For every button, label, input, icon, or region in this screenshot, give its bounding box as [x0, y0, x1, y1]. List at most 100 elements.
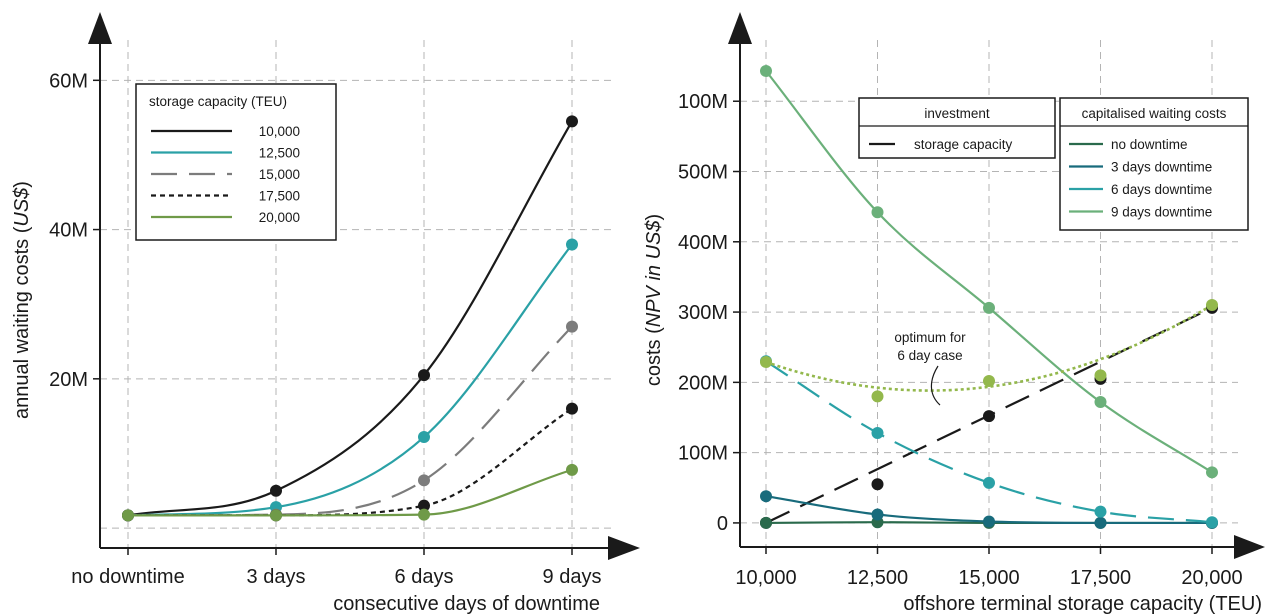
data-point-3-days-downtime-2 [983, 515, 995, 528]
legend-label-9-days-downtime: 9 days downtime [1111, 205, 1212, 220]
data-point-17-500-3 [566, 402, 578, 415]
series-line-17-500 [127, 407, 573, 517]
optimum-annotation-arrow [930, 365, 941, 406]
series-line-15-000 [127, 325, 573, 517]
investment-legend-title: investment [924, 106, 990, 121]
right-x-tick-label: 20,000 [1181, 567, 1242, 589]
legend-label-10-000: 10,000 [259, 124, 300, 139]
left-x-axis-label: consecutive days of downtime [333, 593, 600, 615]
right-y-tick-label: 500M [678, 162, 728, 184]
data-point-total-6-days-1 [871, 390, 884, 403]
series-line-10-000 [127, 120, 573, 517]
investment-legend-box [858, 97, 1056, 159]
data-point-12-500-2 [418, 431, 430, 444]
left-y-tick-label: 40M [49, 220, 88, 242]
data-point-storage-capacity-2 [983, 410, 995, 423]
left-legend: storage capacity (TEU) 10,000 12,500 15,00… [135, 83, 337, 241]
right-x-tick-label: 10,000 [735, 567, 796, 589]
right-y-axis-label: costs (NPV in US$) [643, 214, 665, 386]
data-point-9-days-downtime-0 [760, 65, 772, 78]
data-point-9-days-downtime-3 [1094, 396, 1107, 409]
right-x-axis-arrow [1234, 535, 1265, 559]
right-y-tick-label: 300M [678, 302, 728, 324]
left-y-tick-label: 60M [49, 70, 88, 92]
right-y-tick-label: 400M [678, 232, 728, 254]
legend-label-15-000: 15,000 [259, 167, 300, 182]
waiting-legend-title: capitalised waiting costs [1082, 106, 1227, 121]
waiting-legend-items: no downtime 3 days downtime 6 days downtim… [1069, 137, 1212, 220]
left-x-ticks: no downtime 3 days 6 days 9 days [71, 548, 601, 588]
left-series [122, 115, 578, 522]
left-y-axis-arrow [88, 12, 112, 44]
right-x-ticks: 10,000 12,500 15,000 17,500 20,000 [735, 547, 1243, 589]
legend-label-storage-capacity: storage capacity [914, 137, 1013, 152]
right-legend-waiting: capitalised waiting costs no downtime 3 d… [1059, 97, 1249, 231]
series-line-6-days-downtime [765, 360, 1213, 524]
left-x-axis-arrow [608, 536, 640, 560]
data-point-12-500-3 [566, 238, 578, 251]
right-x-axis-label: offshore terminal storage capacity (TEU) [903, 593, 1262, 615]
data-point-6-days-downtime-1 [871, 426, 884, 439]
legend-label-20-000: 20,000 [259, 210, 300, 225]
waiting-legend-box [1059, 97, 1249, 231]
legend-label-no-downtime: no downtime [1111, 137, 1188, 152]
legend-label-3-days-downtime: 3 days downtime [1111, 160, 1212, 175]
left-y-ticks: 20M 40M 60M [49, 70, 100, 391]
data-point-17-500-2 [418, 499, 430, 512]
right-y-tick-label: 0 [717, 513, 728, 535]
optimum-annotation-line-2: 6 day case [897, 348, 962, 363]
left-x-tick-label: no downtime [71, 566, 184, 588]
data-point-3-days-downtime-3 [1094, 516, 1107, 529]
legend-label-17-500: 17,500 [259, 189, 300, 204]
left-y-tick-label: 20M [49, 369, 88, 391]
legend-label-12-500: 12,500 [259, 146, 300, 161]
data-point-total-6-days-0 [760, 355, 772, 368]
series-line-20-000 [127, 468, 573, 517]
right-chart: 0 100M 200M 300M 400M 500M 100M 10,000 12,500 15… [643, 12, 1265, 615]
data-point-15-000-3 [566, 320, 578, 333]
data-point-6-days-downtime-2 [983, 476, 995, 489]
data-point-20-000-1 [270, 509, 282, 522]
data-point-6-days-downtime-3 [1094, 505, 1107, 518]
data-point-9-days-downtime-2 [983, 301, 995, 314]
left-legend-title: storage capacity (TEU) [149, 94, 287, 109]
data-point-3-days-downtime-0 [760, 490, 772, 503]
investment-legend-items: storage capacity [869, 137, 1013, 152]
legend-label-6-days-downtime: 6 days downtime [1111, 182, 1212, 197]
data-point-9-days-downtime-1 [871, 206, 884, 219]
right-x-tick-label: 17,500 [1070, 567, 1131, 589]
left-legend-box [135, 83, 337, 241]
right-y-axis-arrow [728, 12, 752, 44]
left-y-axis-label: annual waiting costs (US$) [11, 181, 33, 419]
right-x-tick-label: 15,000 [958, 567, 1019, 589]
data-point-20-000-3 [566, 463, 578, 476]
right-legend-investment: investment storage capacity [858, 97, 1056, 159]
right-y-tick-label: 200M [678, 372, 728, 394]
left-x-tick-label: 3 days [247, 566, 306, 588]
series-line-total-6-days [765, 303, 1213, 392]
optimum-annotation-text: optimum for 6 day case [894, 330, 966, 363]
left-legend-items: 10,000 12,500 15,000 17,500 20,000 [151, 124, 300, 225]
right-series [760, 65, 1218, 529]
data-point-10-000-2 [418, 369, 430, 382]
optimum-annotation-line-1: optimum for [894, 330, 966, 345]
left-x-tick-label: 6 days [395, 566, 454, 588]
data-point-total-6-days-2 [983, 374, 995, 387]
left-x-tick-label: 9 days [543, 566, 602, 588]
right-y-tick-label: 100M [678, 443, 728, 465]
right-y-ticks: 0 100M 200M 300M 400M 500M 100M [678, 91, 740, 535]
data-point-20-000-0 [122, 509, 134, 522]
data-point-10-000-1 [270, 484, 282, 497]
data-point-15-000-2 [418, 474, 430, 487]
left-axes [88, 12, 640, 560]
series-line-12-500 [127, 243, 573, 517]
data-point-9-days-downtime-4 [1206, 466, 1218, 479]
data-point-3-days-downtime-1 [871, 508, 884, 521]
optimum-annotation: optimum for 6 day case [894, 330, 966, 406]
data-point-6-days-downtime-4 [1206, 516, 1218, 529]
right-axes [728, 12, 1265, 559]
data-point-total-6-days-4 [1206, 299, 1218, 312]
data-point-20-000-2 [418, 508, 430, 521]
